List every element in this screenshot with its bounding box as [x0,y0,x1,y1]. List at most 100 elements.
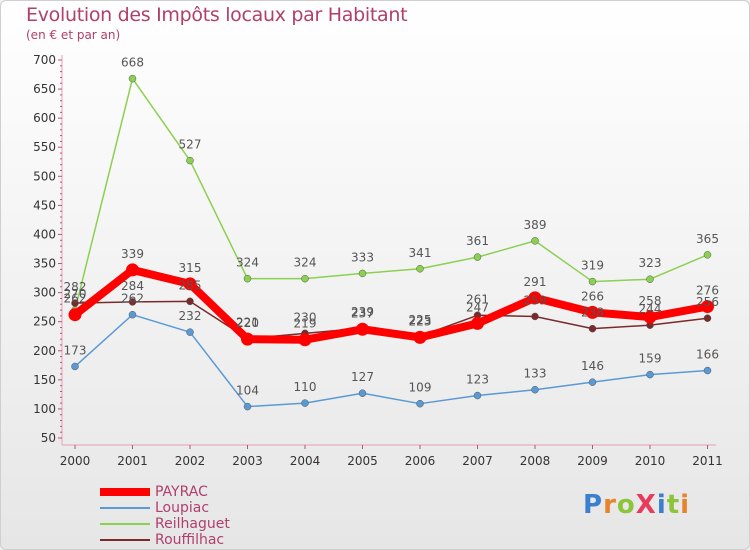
data-label-reilhaguet-2011: 365 [696,232,719,246]
point-loupiac-2007 [473,391,482,400]
logo-letter: i [656,490,667,520]
x-tick-label-2006: 2006 [405,454,436,468]
point-payrac-2004 [298,333,312,347]
point-payrac-2003 [241,332,254,346]
series-line-reilhaguet [74,77,708,311]
x-tick-label-2004: 2004 [290,454,321,468]
x-tick-label-2000: 2000 [60,454,91,468]
data-label-payrac-2001: 339 [121,247,144,261]
data-label-rouffilhac-2004: 230 [294,310,317,324]
data-label-reilhaguet-2003: 324 [236,256,259,270]
y-tick-label-500: 500 [33,169,56,183]
x-tick-label-2010: 2010 [635,454,666,468]
y-tick-label-650: 650 [33,82,56,96]
point-reilhaguet-2008 [531,237,539,245]
point-payrac-2002 [183,277,197,291]
y-tick-label-300: 300 [33,286,56,300]
y-tick-label-400: 400 [33,227,56,241]
x-tick-label-2011: 2011 [692,454,723,468]
data-label-reilhaguet-2009: 319 [581,259,604,273]
y-tick-label-600: 600 [33,111,56,125]
point-reilhaguet-2001 [128,74,137,83]
x-tick-label-2001: 2001 [117,454,148,468]
data-label-payrac-2010: 258 [639,294,662,308]
y-tick-label-700: 700 [33,53,56,67]
logo-letter: o [616,490,636,520]
data-label-payrac-2006: 223 [409,314,432,328]
data-label-loupiac-2004: 110 [294,380,317,394]
data-label-reilhaguet-2007: 361 [466,234,489,248]
point-loupiac-2001 [128,310,137,319]
y-tick-label-200: 200 [33,344,56,358]
data-label-rouffilhac-2011: 256 [696,295,719,309]
data-label-rouffilhac-2006: 225 [409,313,432,327]
data-label-payrac-2007: 247 [466,300,489,314]
data-label-loupiac-2008: 133 [524,367,547,381]
data-label-reilhaguet-2010: 323 [639,256,662,270]
point-reilhaguet-2003 [243,274,252,283]
point-loupiac-2004 [301,399,309,407]
legend-label-rouffilhac: Rouffilhac [155,532,225,548]
proxiti-logo: ProXiti [583,490,690,520]
x-tick-label-2007: 2007 [462,454,493,468]
data-label-reilhaguet-2006: 341 [409,246,432,260]
data-label-reilhaguet-2000: 270 [64,287,87,301]
point-rouffilhac-2001 [128,298,137,306]
data-label-payrac-2002: 315 [179,261,202,275]
point-loupiac-2010 [646,370,654,379]
x-tick-label-2005: 2005 [347,454,378,468]
legend-swatch-payrac [100,488,150,496]
point-rouffilhac-2000 [71,299,79,307]
logo-letter: X [635,490,657,520]
chart-subtitle: (en € et par an) [26,28,121,42]
point-payrac-2010 [643,310,657,324]
x-tick-label-2008: 2008 [520,454,551,468]
data-label-payrac-2004: 219 [294,317,317,331]
logo-letter: i [680,490,691,520]
data-label-reilhaguet-2002: 527 [179,138,202,152]
point-reilhaguet-2007 [473,253,482,261]
data-label-rouffilhac-2001: 284 [121,279,144,293]
point-reilhaguet-2006 [416,265,424,273]
legend-label-reilhaguet: Reilhaguet [155,516,230,532]
point-reilhaguet-2004 [301,274,309,283]
data-label-loupiac-2005: 127 [351,370,374,384]
data-label-rouffilhac-2007: 261 [466,292,489,306]
point-loupiac-2006 [416,399,424,408]
data-label-loupiac-2001: 262 [121,292,144,306]
data-label-rouffilhac-2010: 244 [639,302,662,316]
point-payrac-2007 [471,316,484,330]
data-label-loupiac-2000: 173 [64,343,87,357]
data-label-payrac-2005: 237 [351,306,374,320]
point-loupiac-2003 [243,402,252,411]
point-payrac-2011 [701,300,714,314]
data-label-payrac-2000: 262 [64,292,87,306]
point-reilhaguet-2005 [358,269,367,278]
data-label-reilhaguet-2001: 668 [121,56,144,70]
point-payrac-2000 [68,308,82,322]
point-reilhaguet-2002 [186,156,194,165]
point-loupiac-2011 [703,366,712,375]
x-tick-label-2009: 2009 [577,454,608,468]
legend-swatch-loupiac [100,507,150,509]
chart-title: Evolution des Impôts locaux par Habitant [26,4,408,26]
point-rouffilhac-2008 [531,312,539,321]
series-line-payrac [72,265,709,344]
data-label-payrac-2011: 276 [696,284,719,298]
y-tick-label-100: 100 [33,402,56,416]
point-loupiac-2008 [531,385,539,394]
data-label-rouffilhac-2003: 221 [236,316,259,330]
data-label-rouffilhac-2005: 239 [351,305,374,319]
data-label-reilhaguet-2004: 324 [294,256,317,270]
x-tick-label-2002: 2002 [175,454,206,468]
point-payrac-2008 [528,291,542,305]
x-tick-label-2003: 2003 [232,454,263,468]
data-label-loupiac-2006: 109 [409,381,432,395]
y-tick-label-550: 550 [33,140,56,154]
data-label-rouffilhac-2000: 282 [64,280,87,294]
point-payrac-2001 [126,263,139,277]
logo-letter: t [666,490,681,520]
data-label-loupiac-2011: 166 [696,348,719,362]
y-tick-label-250: 250 [33,315,56,329]
legend-label-loupiac: Loupiac [155,500,210,516]
